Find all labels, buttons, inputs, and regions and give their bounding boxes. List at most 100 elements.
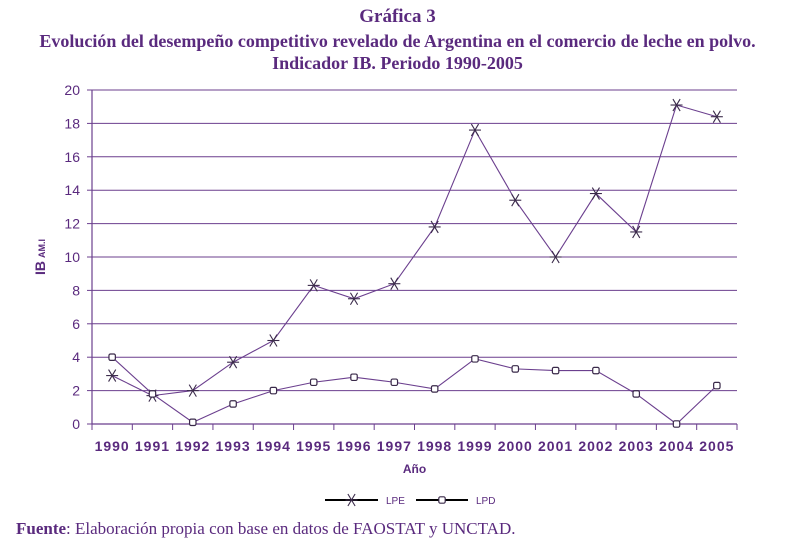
y-tick-label: 8 xyxy=(72,282,80,298)
marker-stroke xyxy=(712,110,721,124)
legend-marker xyxy=(438,496,446,504)
marker-stroke xyxy=(347,493,356,507)
series-line-lpd xyxy=(111,356,718,425)
marker-stroke xyxy=(390,277,399,291)
data-point-lpe xyxy=(186,384,199,397)
data-point-lpd xyxy=(148,390,157,398)
axis-labels: 0 2 4 6 8 10 12 14 16 18 20 1990 1991 1992 1993 1994 199… xyxy=(32,82,734,476)
data-point-lpd xyxy=(592,366,600,375)
series-line-lpe xyxy=(111,104,717,397)
data-point-lpd xyxy=(632,390,641,398)
data-point-lpd xyxy=(672,420,681,428)
legend-label: LPE xyxy=(386,496,405,507)
y-tick-label: 14 xyxy=(64,182,80,198)
legend-item-lpd: LPD xyxy=(416,496,495,507)
data-point-lpe xyxy=(428,220,441,234)
y-tick-label: 12 xyxy=(64,216,80,232)
data-point-lpd xyxy=(430,385,439,393)
data-point-lpd xyxy=(471,355,479,363)
data-point-lpe xyxy=(710,110,723,124)
marker-stroke xyxy=(632,225,641,239)
chart-subtitle: Evolución del desempeño competitivo reve… xyxy=(39,31,756,51)
y-axis-title-sub: AM.I xyxy=(37,239,47,258)
marker-stroke xyxy=(430,220,439,234)
marker-stroke xyxy=(108,369,117,382)
marker-stroke xyxy=(672,98,681,112)
series-lpe xyxy=(106,98,723,402)
y-tick-label: 4 xyxy=(72,349,80,365)
source-note: Fuente: Elaboración propia con base en d… xyxy=(16,519,515,539)
data-point-lpe xyxy=(589,187,602,200)
data-point-lpd xyxy=(390,378,399,387)
marker-stroke xyxy=(229,355,238,369)
series xyxy=(106,98,723,428)
y-axis-title: IB AM.I xyxy=(32,239,48,275)
y-tick-label: 2 xyxy=(72,383,80,399)
x-tick-label: 2004 xyxy=(659,438,694,454)
y-tick-label: 6 xyxy=(72,316,80,332)
data-point-lpd xyxy=(269,386,278,395)
data-point-lpd xyxy=(309,378,318,387)
data-point-lpd xyxy=(108,353,116,362)
y-tick-label: 20 xyxy=(64,82,80,98)
x-tick-label: 1992 xyxy=(175,438,210,454)
data-point-lpe xyxy=(348,292,361,306)
legend-item-lpe: LPE xyxy=(325,493,405,507)
marker-stroke xyxy=(269,334,278,347)
data-point-lpe xyxy=(468,123,481,137)
axes xyxy=(87,89,738,430)
data-point-lpe xyxy=(509,193,522,207)
series-lpd xyxy=(108,353,721,428)
marker-stroke xyxy=(551,250,560,264)
source-label: Fuente xyxy=(16,519,67,538)
y-tick-label: 18 xyxy=(64,115,80,131)
x-tick-label: 2002 xyxy=(578,438,613,454)
data-point-lpd xyxy=(350,373,358,382)
data-point-lpe xyxy=(227,355,240,369)
x-axis-title: Año xyxy=(403,462,426,476)
y-axis-title-main: IB xyxy=(32,261,48,275)
data-point-lpe xyxy=(549,250,562,264)
x-tick-label: 1993 xyxy=(216,438,251,454)
x-tick-label: 1995 xyxy=(296,438,331,454)
x-tick-label: 2000 xyxy=(498,438,533,454)
marker-stroke xyxy=(188,384,197,397)
x-tick-label: 1998 xyxy=(417,438,452,454)
x-tick-label: 1991 xyxy=(135,438,170,454)
y-tick-label: 0 xyxy=(72,416,80,432)
gridlines xyxy=(92,89,737,392)
chart-subtitle-period: Indicador IB. Periodo 1990-2005 xyxy=(272,53,523,73)
marker-stroke xyxy=(349,292,359,306)
data-point-lpd xyxy=(229,400,237,408)
x-tick-label: 1990 xyxy=(95,438,130,454)
x-tick-label: 2001 xyxy=(538,438,573,454)
data-point-lpd xyxy=(551,366,560,375)
x-tick-label: 2005 xyxy=(699,438,734,454)
marker-stroke xyxy=(511,193,520,207)
x-tick-label: 2003 xyxy=(619,438,654,454)
x-tick-label: 1999 xyxy=(457,438,492,454)
data-point-lpe xyxy=(670,98,683,112)
data-point-lpe xyxy=(267,334,280,347)
chart-title: Gráfica 3 xyxy=(359,6,436,27)
marker-stroke xyxy=(309,279,318,292)
data-point-lpd xyxy=(713,381,721,390)
data-point-lpe xyxy=(307,279,320,292)
data-point-lpd xyxy=(188,418,197,427)
data-point-lpe xyxy=(630,225,643,239)
legend: LPE LPD xyxy=(325,493,495,507)
data-point-lpd xyxy=(511,365,520,373)
data-point-lpe xyxy=(388,277,401,291)
legend-label: LPD xyxy=(476,496,495,507)
x-tick-label: 1994 xyxy=(256,438,291,454)
marker-stroke xyxy=(591,187,600,200)
data-point-lpe xyxy=(106,369,119,382)
x-tick-label: 1996 xyxy=(336,438,371,454)
x-tick-label: 1997 xyxy=(377,438,412,454)
y-tick-label: 16 xyxy=(64,149,80,165)
source-text: : Elaboración propia con base en datos d… xyxy=(66,519,516,538)
y-tick-label: 10 xyxy=(64,249,80,265)
marker-stroke xyxy=(470,123,480,137)
legend-marker xyxy=(345,493,358,507)
